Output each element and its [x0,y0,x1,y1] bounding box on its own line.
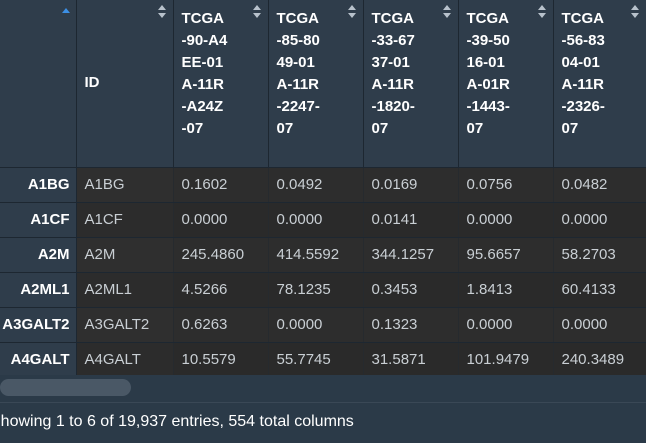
sort-icon[interactable] [252,5,262,19]
value-cell: 0.0482 [553,167,646,203]
value-cell: 101.9479 [458,342,554,378]
rownames-column-header[interactable] [0,0,77,168]
table-row: A1BG A1BG 0.1602 0.0492 0.0169 0.0756 0.… [0,167,646,203]
value-cell: 0.0756 [458,167,554,203]
sort-icon[interactable] [442,5,452,19]
column-header-label: TCGA-90-A4EE-01A-11R-A24Z-07 [181,10,228,137]
value-cell: 0.0000 [553,307,646,343]
value-cell: 0.0492 [268,167,364,203]
horizontal-scrollbar[interactable] [0,375,646,401]
table-row: A2M A2M 245.4860 414.5592 344.1257 95.66… [0,237,646,273]
column-header-label: TCGA-85-8049-01A-11R-2247-07 [276,10,320,137]
sample-column-header[interactable]: TCGA-90-A4EE-01A-11R-A24Z-07 [173,0,269,168]
value-cell: 10.5579 [173,342,269,378]
data-table: ID TCGA-90-A4EE-01A-11R-A24Z-07 TCGA-85-… [0,0,646,378]
scrollbar-thumb[interactable] [0,379,131,396]
sample-column-header[interactable]: TCGA-33-6737-01A-11R-1820-07 [363,0,459,168]
value-cell: 0.0000 [458,307,554,343]
id-header-label: ID [84,74,100,92]
value-cell: 0.3453 [363,272,459,308]
value-cell: 0.0000 [268,202,364,238]
column-header-label: TCGA-39-5016-01A-01R-1443-07 [466,10,510,137]
table-row: A3GALT2 A3GALT2 0.6263 0.0000 0.1323 0.0… [0,307,646,343]
value-cell: 60.4133 [553,272,646,308]
column-header-label: TCGA-56-8304-01A-11R-2326-07 [561,10,605,137]
sort-icon[interactable] [347,5,357,19]
id-cell: A1CF [76,202,174,238]
sample-column-header[interactable]: TCGA-85-8049-01A-11R-2247-07 [268,0,364,168]
value-cell: 0.0141 [363,202,459,238]
value-cell: 245.4860 [173,237,269,273]
sample-column-header[interactable]: TCGA-39-5016-01A-01R-1443-07 [458,0,554,168]
row-name: A2M [0,237,77,273]
id-cell: A1BG [76,167,174,203]
row-name: A3GALT2 [0,307,77,343]
column-header-label: TCGA-33-6737-01A-11R-1820-07 [371,10,415,137]
value-cell: 58.2703 [553,237,646,273]
value-cell: 1.8413 [458,272,554,308]
value-cell: 78.1235 [268,272,364,308]
row-name: A1CF [0,202,77,238]
value-cell: 414.5592 [268,237,364,273]
value-cell: 4.5266 [173,272,269,308]
value-cell: 0.6263 [173,307,269,343]
id-column-header[interactable]: ID [76,0,174,168]
table-row: A4GALT A4GALT 10.5579 55.7745 31.5871 10… [0,342,646,378]
entries-info-text: Showing 1 to 6 of 19,937 entries, 554 to… [0,413,354,430]
value-cell: 0.0000 [268,307,364,343]
value-cell: 344.1257 [363,237,459,273]
value-cell: 0.1323 [363,307,459,343]
sort-ascending-icon[interactable] [61,8,71,22]
table-row: A2ML1 A2ML1 4.5266 78.1235 0.3453 1.8413… [0,272,646,308]
row-name: A4GALT [0,342,77,378]
value-cell: 240.3489 [553,342,646,378]
value-cell: 0.0000 [173,202,269,238]
id-cell: A2M [76,237,174,273]
row-name: A1BG [0,167,77,203]
sort-icon[interactable] [630,5,640,19]
sort-icon[interactable] [157,5,167,19]
value-cell: 95.6657 [458,237,554,273]
row-name: A2ML1 [0,272,77,308]
id-cell: A4GALT [76,342,174,378]
sample-column-header[interactable]: TCGA-56-8304-01A-11R-2326-07 [553,0,646,168]
id-cell: A2ML1 [76,272,174,308]
value-cell: 31.5871 [363,342,459,378]
value-cell: 55.7745 [268,342,364,378]
table-info-footer: Showing 1 to 6 of 19,937 entries, 554 to… [0,402,646,443]
value-cell: 0.1602 [173,167,269,203]
value-cell: 0.0000 [458,202,554,238]
value-cell: 0.0000 [553,202,646,238]
sort-icon[interactable] [537,5,547,19]
table-row: A1CF A1CF 0.0000 0.0000 0.0141 0.0000 0.… [0,202,646,238]
id-cell: A3GALT2 [76,307,174,343]
value-cell: 0.0169 [363,167,459,203]
header-row: ID TCGA-90-A4EE-01A-11R-A24Z-07 TCGA-85-… [0,0,646,168]
